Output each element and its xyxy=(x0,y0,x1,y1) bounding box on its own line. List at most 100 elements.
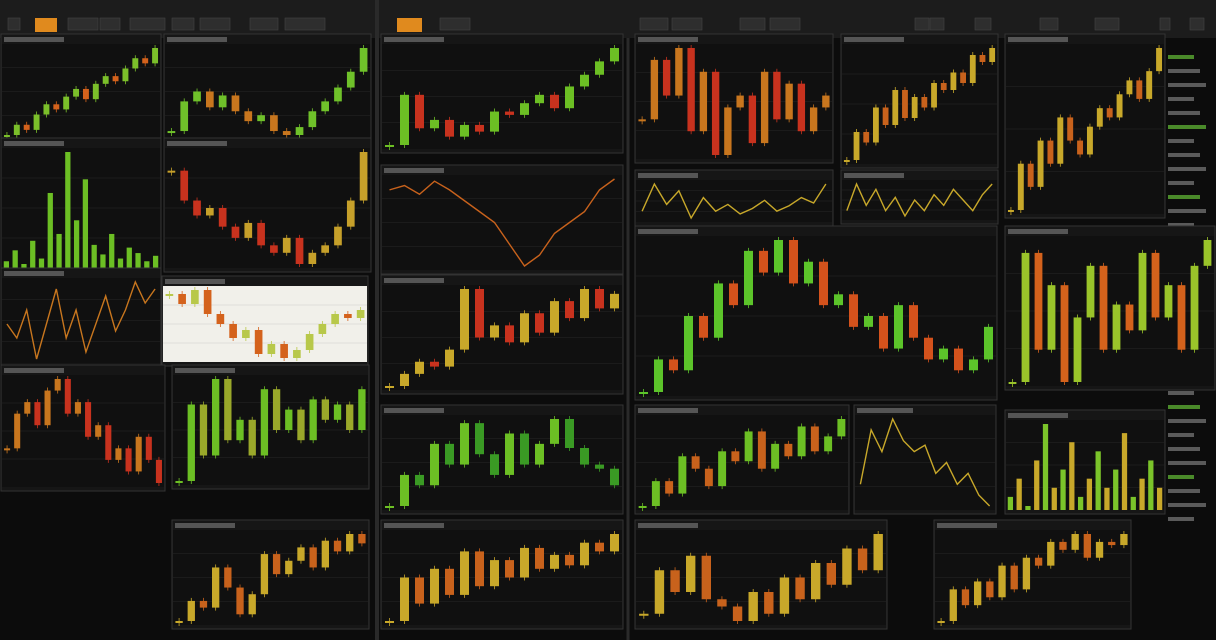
candle xyxy=(248,419,256,456)
volume-bar xyxy=(1060,469,1066,510)
candle xyxy=(939,348,948,360)
candle xyxy=(1120,534,1128,546)
candle xyxy=(809,107,818,132)
candle xyxy=(550,554,559,569)
panel-header xyxy=(384,523,444,528)
chart-panel xyxy=(634,169,834,227)
candle xyxy=(729,283,738,306)
volume-bar xyxy=(56,233,62,268)
toolbar-item xyxy=(129,17,166,31)
candle xyxy=(385,386,394,388)
candle xyxy=(757,431,766,469)
chart-panel xyxy=(171,364,370,490)
candle xyxy=(125,448,132,472)
candle xyxy=(879,316,888,349)
candle xyxy=(460,289,469,350)
candle xyxy=(102,76,109,84)
candle xyxy=(3,135,10,137)
volume-bar xyxy=(109,233,115,268)
toolbar-button[interactable] xyxy=(397,18,422,32)
price-line xyxy=(859,417,991,507)
candle xyxy=(986,581,994,598)
candle xyxy=(505,325,514,343)
candle xyxy=(53,104,60,110)
price-line xyxy=(641,182,827,220)
toolbar-item xyxy=(439,17,471,31)
candle xyxy=(187,404,195,481)
candle xyxy=(267,344,276,354)
candle xyxy=(1164,285,1173,318)
candle xyxy=(270,245,278,253)
candle xyxy=(1086,126,1093,155)
chart-panel xyxy=(0,137,162,273)
candle xyxy=(248,594,256,615)
candle xyxy=(321,245,329,253)
candle xyxy=(1125,304,1134,331)
candle xyxy=(145,436,152,460)
toolbar-item xyxy=(974,17,992,31)
candle xyxy=(1060,285,1069,382)
chart-panel xyxy=(171,519,370,630)
toolbar-item xyxy=(67,17,99,31)
candle xyxy=(771,443,780,469)
candle xyxy=(358,534,366,544)
volume-bar xyxy=(1016,478,1022,510)
candle xyxy=(318,324,327,334)
candle xyxy=(1047,285,1056,350)
candle xyxy=(535,94,544,104)
candle xyxy=(155,459,162,483)
candle xyxy=(122,68,129,82)
candle xyxy=(520,433,529,465)
candle xyxy=(199,600,208,608)
chart-panel xyxy=(634,33,834,164)
volume-bar xyxy=(1130,496,1136,510)
candle xyxy=(244,111,253,122)
candle xyxy=(764,592,774,614)
volume-bar xyxy=(1148,460,1154,510)
panel-header xyxy=(638,173,698,178)
candle xyxy=(711,71,720,155)
candle xyxy=(167,131,176,134)
volume-bar xyxy=(100,254,106,268)
candle xyxy=(520,313,529,343)
candle xyxy=(385,145,394,147)
volume-bar xyxy=(73,220,80,268)
toolbar-item xyxy=(769,17,801,31)
candle xyxy=(346,71,355,88)
candle xyxy=(415,474,424,486)
candle xyxy=(873,107,879,143)
chart-panel xyxy=(0,33,162,144)
candle xyxy=(937,621,945,623)
candle xyxy=(333,404,342,420)
candle xyxy=(203,290,212,314)
volume-bar xyxy=(1121,433,1128,510)
toolbar-button[interactable] xyxy=(35,18,57,32)
candle xyxy=(505,433,514,475)
panel-header xyxy=(4,141,64,146)
candle xyxy=(732,606,743,621)
candle xyxy=(305,334,314,350)
candle xyxy=(1190,265,1199,350)
chart-panel xyxy=(163,137,372,273)
candle xyxy=(550,419,559,444)
candle xyxy=(142,58,149,64)
list-row xyxy=(1168,181,1194,185)
candle xyxy=(309,547,317,568)
candle xyxy=(346,404,354,430)
candle xyxy=(911,97,918,118)
candle xyxy=(1116,94,1123,118)
candle xyxy=(321,399,329,420)
candle xyxy=(675,48,683,96)
candle xyxy=(272,389,281,430)
candle xyxy=(224,567,232,588)
candle xyxy=(857,548,868,571)
panel-header xyxy=(165,279,225,284)
volume-bar xyxy=(3,261,10,268)
candle xyxy=(92,83,99,100)
candle xyxy=(85,402,92,437)
chart-panel xyxy=(380,519,624,630)
candle xyxy=(736,95,744,108)
list-row xyxy=(1168,167,1206,171)
list-row xyxy=(1168,209,1206,213)
candle xyxy=(400,577,409,621)
